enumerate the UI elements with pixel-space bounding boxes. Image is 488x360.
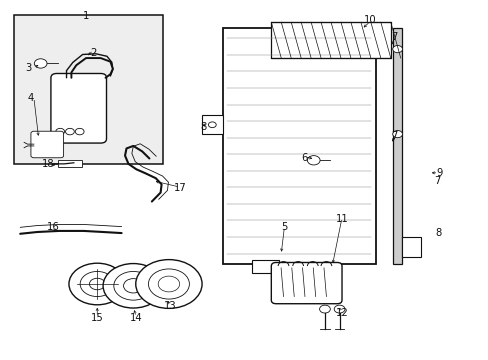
Bar <box>58 159 81 167</box>
Text: 4: 4 <box>28 93 34 103</box>
Bar <box>251 260 278 273</box>
Circle shape <box>75 129 84 135</box>
Text: 5: 5 <box>281 222 287 232</box>
Circle shape <box>65 129 74 135</box>
Circle shape <box>80 271 114 297</box>
Text: 18: 18 <box>42 159 55 169</box>
Text: 2: 2 <box>90 48 96 58</box>
Bar <box>14 15 163 164</box>
Circle shape <box>34 59 47 68</box>
Text: 16: 16 <box>47 222 60 232</box>
Text: 7: 7 <box>391 131 397 141</box>
Text: 8: 8 <box>434 228 441 238</box>
Text: 8: 8 <box>200 122 206 132</box>
Text: 12: 12 <box>335 308 347 318</box>
Text: 17: 17 <box>173 183 186 193</box>
Circle shape <box>56 129 64 135</box>
Circle shape <box>103 264 163 308</box>
Text: 13: 13 <box>164 301 176 311</box>
Circle shape <box>136 260 202 309</box>
Circle shape <box>114 271 153 300</box>
Text: 1: 1 <box>82 12 89 22</box>
Text: 3: 3 <box>25 63 32 73</box>
Circle shape <box>392 131 402 138</box>
Text: 11: 11 <box>335 214 347 224</box>
Bar <box>202 116 222 134</box>
Text: 10: 10 <box>363 15 376 26</box>
Circle shape <box>333 305 344 313</box>
FancyBboxPatch shape <box>51 73 106 143</box>
Text: 14: 14 <box>130 313 142 323</box>
Circle shape <box>208 122 216 128</box>
Circle shape <box>69 263 125 305</box>
Circle shape <box>158 276 179 292</box>
Circle shape <box>392 45 402 53</box>
Bar <box>401 237 420 257</box>
FancyBboxPatch shape <box>31 131 63 158</box>
Bar <box>271 22 390 58</box>
Circle shape <box>123 279 143 293</box>
Circle shape <box>307 156 320 165</box>
Text: 7: 7 <box>433 176 439 186</box>
Text: 6: 6 <box>301 153 307 163</box>
FancyBboxPatch shape <box>271 262 341 304</box>
Circle shape <box>89 278 105 290</box>
Circle shape <box>148 269 189 299</box>
Circle shape <box>319 305 330 313</box>
Text: 9: 9 <box>435 168 442 178</box>
Text: 15: 15 <box>91 313 103 323</box>
Text: 7: 7 <box>391 32 397 41</box>
Bar <box>392 28 401 264</box>
Bar <box>222 28 375 264</box>
